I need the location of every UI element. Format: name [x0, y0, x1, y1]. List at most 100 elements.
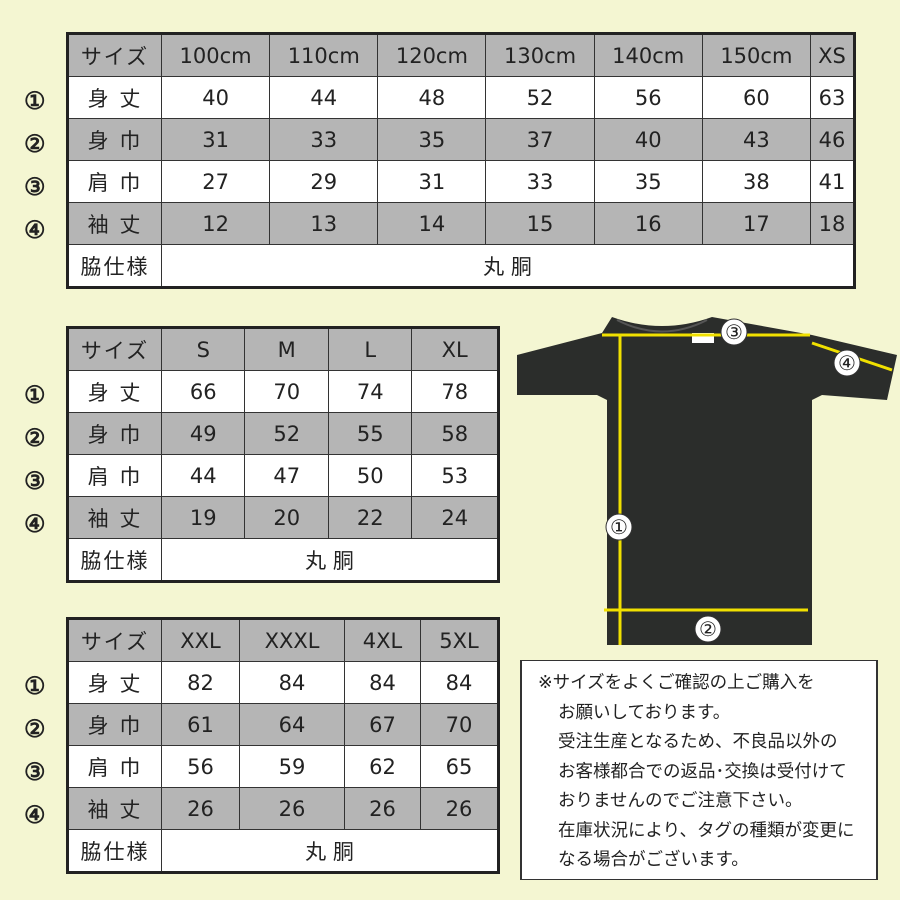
note-line: お願いしております。: [558, 702, 731, 723]
side-spec-value: 丸 胴: [161, 829, 499, 873]
note-line: 在庫状況により、タグの種類が変更に: [558, 820, 855, 841]
measurement-cell: 26: [343, 787, 422, 830]
measurement-cell: 46: [809, 118, 856, 161]
size-header: 120cm: [377, 33, 487, 77]
side-spec-label: 脇仕様: [67, 829, 162, 873]
measurement-cell: 74: [327, 370, 413, 413]
measurement-cell: 63: [809, 76, 856, 119]
table-row: 肩 巾 56 59 62 65: [67, 745, 499, 788]
measurement-cell: 26: [238, 787, 346, 830]
row-marker: ④: [24, 800, 46, 829]
table-row: 袖 丈 26 26 26 26: [67, 787, 499, 830]
label-length: ①: [610, 515, 628, 539]
measurement-cell: 12: [160, 202, 271, 245]
size-header: 150cm: [701, 33, 811, 77]
measurement-cell: 84: [420, 661, 499, 704]
table-row: 肩 巾 44 47 50 53: [67, 454, 499, 497]
measurement-cell: 58: [411, 412, 499, 455]
row-label: 袖 丈: [67, 496, 162, 539]
side-spec-value: 丸 胴: [161, 244, 855, 288]
size-header: M: [244, 327, 329, 371]
size-header: 5XL: [420, 618, 499, 662]
row-label: 身 巾: [67, 412, 162, 455]
measurement-cell: 14: [377, 202, 487, 245]
label-width: ②: [699, 617, 717, 641]
table-row: 身 丈 66 70 74 78: [67, 370, 499, 413]
table-row: 身 巾 61 64 67 70: [67, 703, 499, 746]
table-row: 身 巾 31 33 35 37 40 43 46: [67, 118, 856, 161]
tshirt-measurement-diagram: ③ ④ ① ②: [517, 317, 897, 645]
measurement-cell: 78: [411, 370, 499, 413]
measurement-cell: 35: [377, 118, 487, 161]
header-row: サイズ 100cm 110cm 120cm 130cm 140cm 150cm XS: [67, 33, 856, 77]
measurement-cell: 40: [593, 118, 703, 161]
side-spec-label: 脇仕様: [67, 244, 162, 288]
label-shoulder: ③: [725, 320, 743, 344]
note-line: お客様都合での返品･交換は受付けて: [558, 761, 847, 782]
measurement-cell: 84: [343, 661, 422, 704]
row-marker: ③: [24, 466, 46, 495]
measurement-cell: 56: [593, 76, 703, 119]
size-header: XS: [809, 33, 856, 77]
measurement-cell: 22: [327, 496, 413, 539]
row-label: 肩 巾: [67, 160, 162, 203]
header-row: サイズ S M L XL: [67, 327, 499, 371]
table-row: 肩 巾 27 29 31 33 35 38 41: [67, 160, 856, 203]
row-label: 袖 丈: [67, 787, 162, 830]
side-spec-row: 脇仕様丸 胴: [67, 538, 499, 582]
measurement-cell: 15: [485, 202, 595, 245]
measurement-cell: 27: [160, 160, 271, 203]
measurement-cell: 33: [485, 160, 595, 203]
header-label: サイズ: [67, 327, 162, 371]
row-marker: ③: [24, 757, 46, 786]
row-label: 肩 巾: [67, 745, 162, 788]
measurement-cell: 55: [327, 412, 413, 455]
table-row: 身 丈 40 44 48 52 56 60 63: [67, 76, 856, 119]
size-header: 130cm: [485, 33, 595, 77]
row-marker: ②: [24, 423, 46, 452]
table-row: 袖 丈 12 13 14 15 16 17 18: [67, 202, 856, 245]
measurement-cell: 26: [420, 787, 499, 830]
header-row: サイズ XXL XXXL 4XL 5XL: [67, 618, 499, 662]
row-markers: ① ② ③ ④: [24, 664, 46, 836]
measurement-cell: 44: [269, 76, 379, 119]
measurement-cell: 41: [809, 160, 856, 203]
row-label: 袖 丈: [67, 202, 162, 245]
note-line: ※サイズをよくご確認の上ご購入を: [538, 673, 815, 693]
measurement-cell: 82: [161, 661, 240, 704]
row-markers: ① ② ③ ④: [24, 79, 46, 251]
measurement-cell: 26: [161, 787, 240, 830]
measurement-cell: 48: [377, 76, 487, 119]
measurement-cell: 56: [161, 745, 240, 788]
measurement-cell: 65: [420, 745, 499, 788]
measurement-cell: 70: [244, 370, 329, 413]
row-label: 身 丈: [67, 661, 162, 704]
size-header: L: [327, 327, 413, 371]
side-spec-label: 脇仕様: [67, 538, 162, 582]
measurement-cell: 70: [420, 703, 499, 746]
row-marker: ①: [24, 671, 46, 700]
size-header: 100cm: [160, 33, 271, 77]
size-header: XXL: [161, 618, 240, 662]
measurement-cell: 38: [701, 160, 811, 203]
note-line: なる場合がございます。: [558, 850, 749, 870]
size-header: 140cm: [593, 33, 703, 77]
measurement-cell: 66: [160, 370, 246, 413]
measurement-cell: 50: [327, 454, 413, 497]
measurement-cell: 19: [160, 496, 246, 539]
measurement-cell: 17: [701, 202, 811, 245]
row-marker: ②: [24, 129, 46, 158]
measurement-cell: 60: [701, 76, 811, 119]
label-sleeve: ④: [838, 351, 856, 375]
size-header: 4XL: [343, 618, 422, 662]
row-markers: ① ② ③ ④: [24, 373, 46, 545]
measurement-cell: 64: [238, 703, 346, 746]
row-marker: ③: [24, 172, 46, 201]
side-spec-row: 脇仕様丸 胴: [67, 829, 499, 873]
measurement-cell: 40: [160, 76, 271, 119]
measurement-cell: 47: [244, 454, 329, 497]
measurement-cell: 13: [269, 202, 379, 245]
measurement-cell: 52: [485, 76, 595, 119]
tag: [692, 333, 714, 343]
tshirt-shape: [517, 317, 897, 645]
